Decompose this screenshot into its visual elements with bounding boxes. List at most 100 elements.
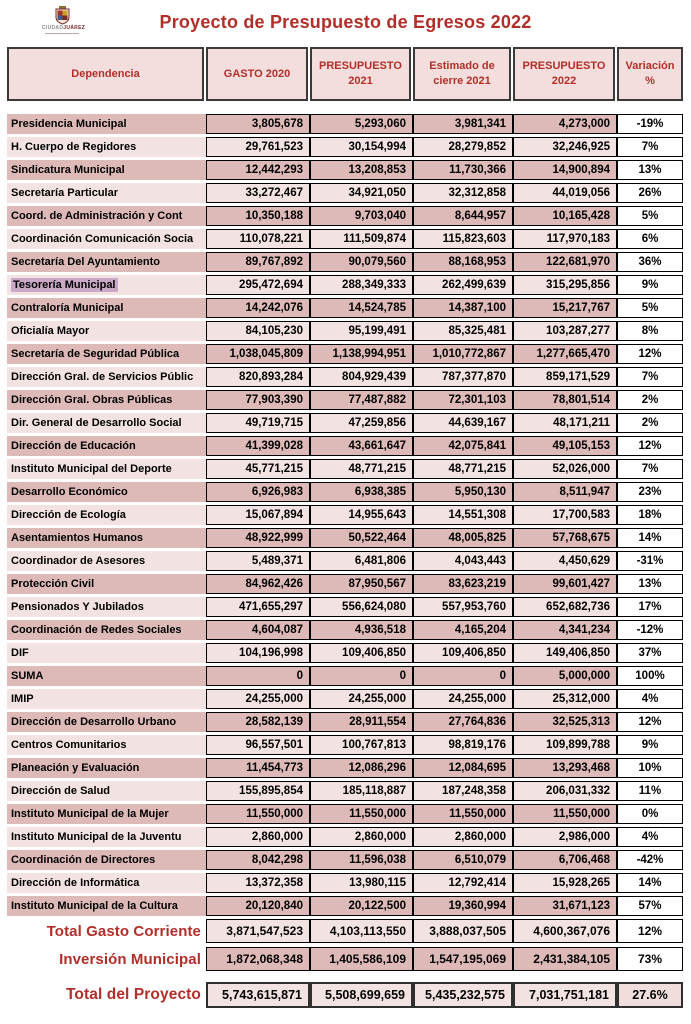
column-header-estimado-cierre-2021: Estimado de cierre 2021: [413, 47, 511, 101]
column-header-gasto-2020: GASTO 2020: [206, 47, 308, 101]
presupuesto-2021-cell: 1,138,994,951: [310, 344, 413, 364]
presupuesto-2021-cell: 11,596,038: [310, 850, 413, 870]
presupuesto-2021-cell: 185,118,887: [310, 781, 413, 801]
gasto-2020-cell: 5,489,371: [206, 551, 310, 571]
document-title: Proyecto de Presupuesto de Egresos 2022: [159, 12, 532, 32]
table-row: Contraloría Municipal 14,242,076 14,524,78…: [7, 298, 683, 318]
dependencia-cell: Instituto Municipal de la Mujer: [7, 804, 206, 824]
column-header-variacion: Variación %: [617, 47, 683, 101]
gasto-2020-cell: 471,655,297: [206, 597, 310, 617]
dependencia-cell: Coordinador de Asesores: [7, 551, 206, 571]
dependencia-cell: Sindicatura Municipal: [7, 160, 206, 180]
table-totals: Total Gasto Corriente 3,871,547,523 4,103,…: [7, 919, 683, 1008]
presupuesto-2021-cell: 34,921,050: [310, 183, 413, 203]
presupuesto-2022-cell: 2,986,000: [513, 827, 617, 847]
table-row: Coordinación de Redes Sociales 4,604,087 4…: [7, 620, 683, 640]
dependencia-cell: Dirección de Educación: [7, 436, 206, 456]
gasto-2020-cell: 77,903,390: [206, 390, 310, 410]
variacion-cell: 2%: [617, 390, 683, 410]
gasto-2020-cell: 89,767,892: [206, 252, 310, 272]
variacion-cell: 12%: [617, 344, 683, 364]
table-row: Coord. de Administración y Cont 10,350,18…: [7, 206, 683, 226]
variacion-cell: 36%: [617, 252, 683, 272]
variacion-cell: 11%: [617, 781, 683, 801]
presupuesto-2022-cell: 859,171,529: [513, 367, 617, 387]
total-value-cell: 5,435,232,575: [413, 982, 513, 1008]
presupuesto-2022-cell: 48,171,211: [513, 413, 617, 433]
variacion-cell: 4%: [617, 689, 683, 709]
variacion-cell: 100%: [617, 666, 683, 686]
gasto-2020-cell: 8,042,298: [206, 850, 310, 870]
variacion-cell: 13%: [617, 160, 683, 180]
total-row: Inversión Municipal 1,872,068,348 1,405,58…: [7, 947, 683, 971]
variacion-cell: 4%: [617, 827, 683, 847]
dependencia-cell: Pensionados Y Jubilados: [7, 597, 206, 617]
gasto-2020-cell: 12,442,293: [206, 160, 310, 180]
estimado-cierre-2021-cell: 787,377,870: [413, 367, 513, 387]
dependencia-cell: Coord. de Administración y Cont: [7, 206, 206, 226]
column-header-dependencia: Dependencia: [7, 47, 204, 101]
presupuesto-2022-cell: 25,312,000: [513, 689, 617, 709]
estimado-cierre-2021-cell: 32,312,858: [413, 183, 513, 203]
estimado-cierre-2021-cell: 42,075,841: [413, 436, 513, 456]
presupuesto-2022-cell: 52,026,000: [513, 459, 617, 479]
variacion-cell: 8%: [617, 321, 683, 341]
presupuesto-2022-cell: 14,900,894: [513, 160, 617, 180]
dependencia-cell: Secretaría de Seguridad Pública: [7, 344, 206, 364]
estimado-cierre-2021-cell: 0: [413, 666, 513, 686]
presupuesto-2022-cell: 57,768,675: [513, 528, 617, 548]
estimado-cierre-2021-cell: 14,387,100: [413, 298, 513, 318]
presupuesto-2021-cell: 111,509,874: [310, 229, 413, 249]
dependencia-cell: Instituto Municipal de la Juventu: [7, 827, 206, 847]
dependencia-cell: DIF: [7, 643, 206, 663]
column-header-presupuesto-2021: PRESUPUESTO 2021: [310, 47, 411, 101]
table-row: Presidencia Municipal 3,805,678 5,293,060 3…: [7, 114, 683, 134]
gasto-2020-cell: 11,550,000: [206, 804, 310, 824]
presupuesto-2022-cell: 13,293,468: [513, 758, 617, 778]
presupuesto-2022-cell: 206,031,332: [513, 781, 617, 801]
estimado-cierre-2021-cell: 6,510,079: [413, 850, 513, 870]
presupuesto-2022-cell: 32,525,313: [513, 712, 617, 732]
presupuesto-2021-cell: 556,624,080: [310, 597, 413, 617]
dependencia-cell: Oficialía Mayor: [7, 321, 206, 341]
total-value-cell: 3,871,547,523: [206, 919, 310, 943]
gasto-2020-cell: 24,255,000: [206, 689, 310, 709]
table-row: DIF 104,196,998 109,406,850 109,406,850 149,…: [7, 643, 683, 663]
grand-total-row: Total del Proyecto 5,743,615,871 5,508,699…: [7, 982, 683, 1008]
presupuesto-2021-cell: 12,086,296: [310, 758, 413, 778]
dependencia-cell: SUMA: [7, 666, 206, 686]
total-value-cell: 1,872,068,348: [206, 947, 310, 971]
estimado-cierre-2021-cell: 4,165,204: [413, 620, 513, 640]
table-row: Dirección de Salud 155,895,854 185,118,887…: [7, 781, 683, 801]
logo-divider: [45, 33, 79, 34]
dependencia-cell: Protección Civil: [7, 574, 206, 594]
estimado-cierre-2021-cell: 48,771,215: [413, 459, 513, 479]
presupuesto-2022-cell: 15,928,265: [513, 873, 617, 893]
presupuesto-2021-cell: 48,771,215: [310, 459, 413, 479]
dependencia-cell: IMIP: [7, 689, 206, 709]
dependencia-cell: Tesorería Municipal: [7, 275, 206, 295]
presupuesto-2021-cell: 28,911,554: [310, 712, 413, 732]
gasto-2020-cell: 0: [206, 666, 310, 686]
presupuesto-2021-cell: 87,950,567: [310, 574, 413, 594]
presupuesto-2022-cell: 17,700,583: [513, 505, 617, 525]
gasto-2020-cell: 45,771,215: [206, 459, 310, 479]
estimado-cierre-2021-cell: 24,255,000: [413, 689, 513, 709]
variacion-cell: 9%: [617, 275, 683, 295]
city-crest-icon: [55, 6, 69, 25]
presupuesto-2022-cell: 149,406,850: [513, 643, 617, 663]
variacion-cell: 5%: [617, 206, 683, 226]
total-value-cell: 5,508,699,659: [310, 982, 413, 1008]
variacion-cell: 10%: [617, 758, 683, 778]
presupuesto-2021-cell: 14,955,643: [310, 505, 413, 525]
estimado-cierre-2021-cell: 19,360,994: [413, 896, 513, 916]
variacion-cell: 7%: [617, 367, 683, 387]
estimado-cierre-2021-cell: 98,819,176: [413, 735, 513, 755]
estimado-cierre-2021-cell: 85,325,481: [413, 321, 513, 341]
gasto-2020-cell: 29,761,523: [206, 137, 310, 157]
table-row: Sindicatura Municipal 12,442,293 13,208,85…: [7, 160, 683, 180]
presupuesto-2021-cell: 4,936,518: [310, 620, 413, 640]
presupuesto-2021-cell: 0: [310, 666, 413, 686]
dependencia-cell: Dirección Gral. Obras Públicas: [7, 390, 206, 410]
